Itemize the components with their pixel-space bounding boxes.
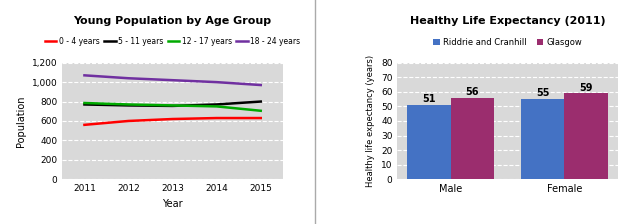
Y-axis label: Healthy life expectancy (years): Healthy life expectancy (years) [366,55,376,187]
Text: 55: 55 [536,88,550,98]
Title: Young Population by Age Group: Young Population by Age Group [74,16,271,26]
Text: 59: 59 [579,83,593,93]
Text: 56: 56 [466,87,479,97]
Legend: 0 - 4 years, 5 - 11 years, 12 - 17 years, 18 - 24 years: 0 - 4 years, 5 - 11 years, 12 - 17 years… [42,34,303,49]
Title: Healthy Life Expectancy (2011): Healthy Life Expectancy (2011) [410,16,605,26]
Bar [565,93,608,179]
Bar [521,99,565,179]
Y-axis label: Population: Population [16,95,26,147]
Bar [451,98,494,179]
Text: 51: 51 [422,94,436,104]
Legend: Riddrie and Cranhill, Glasgow: Riddrie and Cranhill, Glasgow [429,34,585,50]
Bar [407,105,451,179]
X-axis label: Year: Year [162,199,183,209]
